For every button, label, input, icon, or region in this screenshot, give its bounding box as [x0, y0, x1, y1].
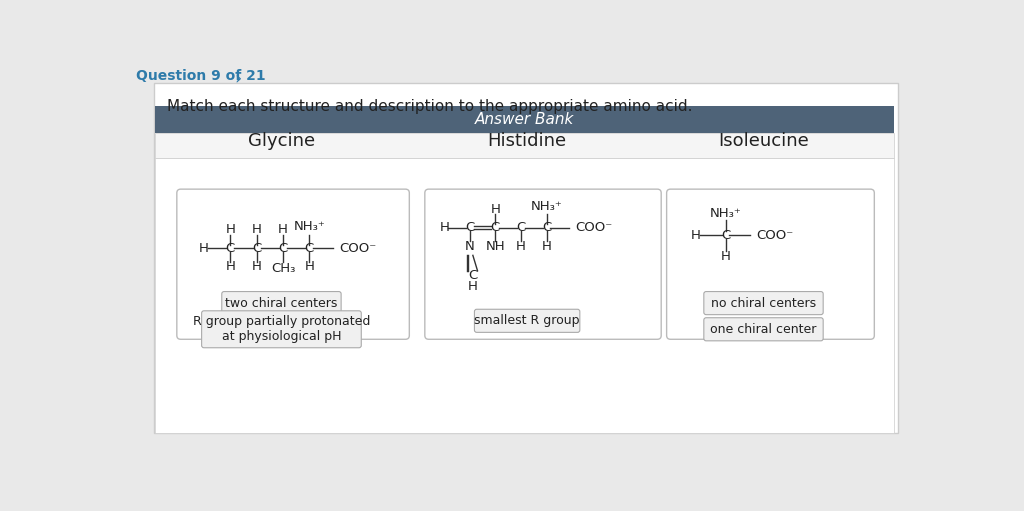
Text: H: H — [468, 280, 478, 293]
Text: H: H — [542, 240, 552, 252]
Text: smallest R group: smallest R group — [474, 314, 580, 328]
FancyBboxPatch shape — [667, 189, 874, 339]
Text: C: C — [542, 221, 551, 234]
Text: COO⁻: COO⁻ — [757, 229, 794, 242]
Bar — [154, 83, 898, 433]
Text: CH₃: CH₃ — [270, 262, 295, 275]
Text: H: H — [721, 250, 730, 263]
Text: COO⁻: COO⁻ — [575, 221, 612, 234]
Text: Isoleucine: Isoleucine — [718, 132, 809, 150]
FancyBboxPatch shape — [222, 292, 341, 315]
Text: ›: › — [234, 70, 242, 88]
Bar — [155, 106, 895, 133]
Text: H: H — [691, 229, 701, 242]
Bar — [155, 157, 895, 433]
Text: C: C — [225, 242, 234, 255]
Text: H: H — [252, 261, 261, 273]
FancyBboxPatch shape — [703, 292, 823, 315]
Text: H: H — [199, 242, 209, 255]
Text: Match each structure and description to the appropriate amino acid.: Match each structure and description to … — [167, 99, 692, 114]
Bar — [155, 133, 895, 157]
Text: COO⁻: COO⁻ — [339, 242, 376, 255]
Text: Histidine: Histidine — [487, 132, 566, 150]
Text: H: H — [304, 261, 314, 273]
Text: C: C — [465, 221, 474, 234]
Text: NH: NH — [485, 240, 505, 252]
Text: H: H — [252, 223, 261, 237]
Text: C: C — [305, 242, 314, 255]
Text: H: H — [490, 203, 501, 216]
Text: Question 9 of 21: Question 9 of 21 — [136, 69, 265, 83]
Text: Answer Bank: Answer Bank — [475, 112, 574, 127]
FancyBboxPatch shape — [703, 318, 823, 341]
Text: H: H — [279, 223, 288, 237]
Text: H: H — [225, 223, 236, 237]
Text: N: N — [465, 240, 475, 252]
Text: NH₃⁺: NH₃⁺ — [530, 200, 562, 213]
Text: one chiral center: one chiral center — [711, 323, 817, 336]
Text: NH₃⁺: NH₃⁺ — [294, 220, 326, 234]
FancyBboxPatch shape — [474, 309, 580, 332]
Text: C: C — [721, 229, 730, 242]
Text: C: C — [252, 242, 261, 255]
Text: H: H — [516, 240, 526, 252]
Text: H: H — [225, 261, 236, 273]
Text: H: H — [439, 221, 450, 234]
Text: C: C — [279, 242, 288, 255]
Text: Glycine: Glycine — [248, 132, 315, 150]
Text: R group partially protonated
at physiological pH: R group partially protonated at physiolo… — [193, 315, 370, 343]
Text: C: C — [490, 221, 500, 234]
Text: no chiral centers: no chiral centers — [711, 296, 816, 310]
FancyBboxPatch shape — [202, 311, 361, 348]
Text: C: C — [468, 269, 477, 282]
Text: two chiral centers: two chiral centers — [225, 296, 338, 310]
Text: C: C — [516, 221, 525, 234]
FancyBboxPatch shape — [177, 189, 410, 339]
Text: NH₃⁺: NH₃⁺ — [710, 207, 741, 220]
FancyBboxPatch shape — [425, 189, 662, 339]
